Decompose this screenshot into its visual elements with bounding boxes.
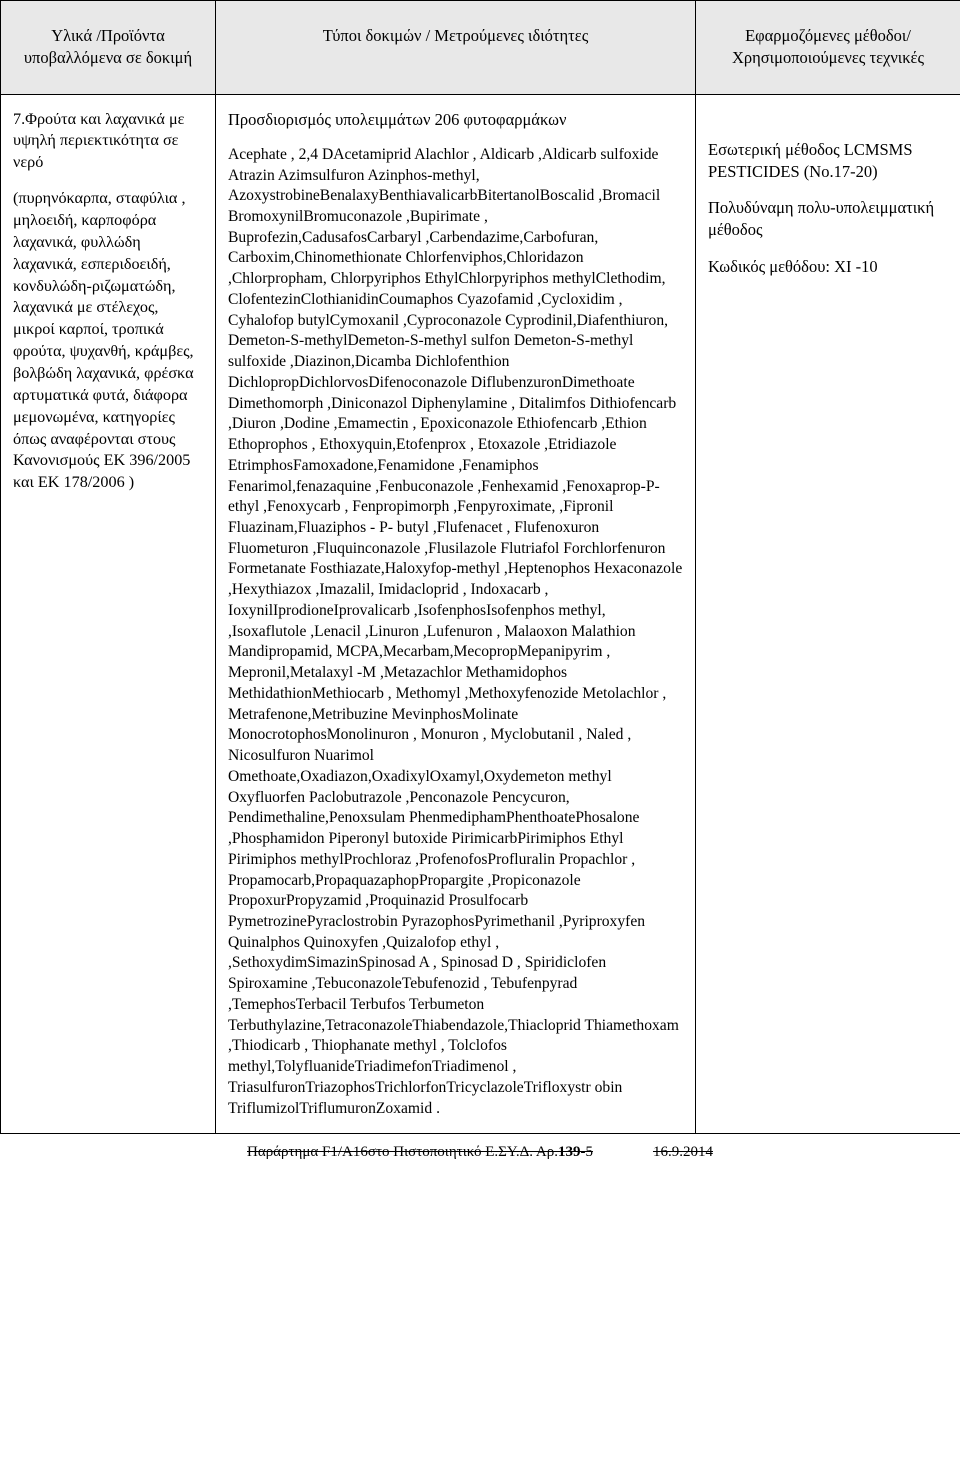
table-body: 7.Φρούτα και λαχανικά με υψηλή περιεκτικ… [1,94,960,1134]
materials-body: (πυρηνόκαρπα, σταφύλια , μηλοειδή, καρπο… [13,188,203,494]
header-col-methods: Εφαρμοζόμενες μέθοδοι/ Χρησιμοποιούμενες… [696,1,960,95]
header-col-types: Τύποι δοκιμών / Μετρούμενες ιδιότητες [216,1,696,95]
cell-materials: 7.Φρούτα και λαχανικά με υψηλή περιεκτικ… [1,94,216,1134]
test-types-longtext: Acephate , 2,4 DAcetamiprid Alachlor , A… [228,145,683,1120]
footer-date: 16.9.2014 [653,1144,713,1160]
footer-spacer [593,1144,653,1160]
materials-title: 7.Φρούτα και λαχανικά με υψηλή περιεκτικ… [13,109,203,175]
header-col-materials: Υλικά /Προϊόντα υποβαλλόμενα σε δοκιμή [1,1,216,95]
footer-strike-prefix: Παράρτημα F1/A16στο Πιστοποιητικό Ε.ΣΥ.Δ… [247,1144,558,1160]
header-row: Υλικά /Προϊόντα υποβαλλόμενα σε δοκιμή Τ… [1,1,960,95]
page-footer: Παράρτημα F1/A16στο Πιστοποιητικό Ε.ΣΥ.Δ… [0,1134,960,1167]
method-line-3: Κωδικός μεθόδου: XI -10 [708,256,948,278]
cell-test-types: Προσδιορισμός υπολειμμάτων 206 φυτοφαρμά… [216,94,696,1134]
cell-methods: Εσωτερική μέθοδος LCMSMS PESTICIDES (No.… [696,94,960,1134]
method-line-1: Εσωτερική μέθοδος LCMSMS PESTICIDES (No.… [708,139,948,184]
table-header: Υλικά /Προϊόντα υποβαλλόμενα σε δοκιμή Τ… [1,1,960,95]
main-table: Υλικά /Προϊόντα υποβαλλόμενα σε δοκιμή Τ… [0,0,960,1134]
footer-page-number: 139- [558,1144,586,1160]
page: Υλικά /Προϊόντα υποβαλλόμενα σε δοκιμή Τ… [0,0,960,1167]
method-line-2: Πολυδύναμη πολυ-υπολειμματική μέθοδος [708,197,948,242]
footer-strike-suffix: 5 [585,1144,593,1160]
table-row: 7.Φρούτα και λαχανικά με υψηλή περιεκτικ… [1,94,960,1134]
test-types-title: Προσδιορισμός υπολειμμάτων 206 φυτοφαρμά… [228,109,683,131]
